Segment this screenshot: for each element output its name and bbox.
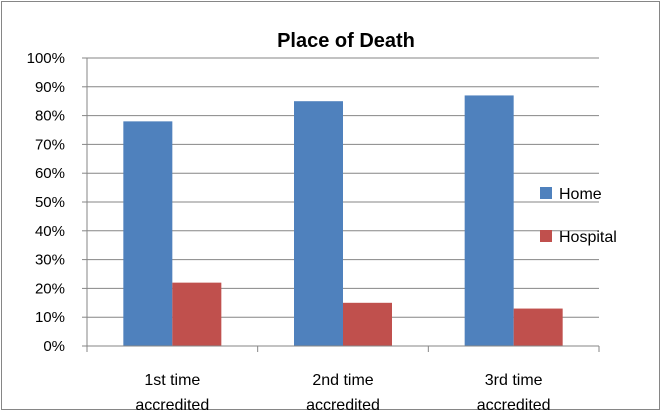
legend-label-hospital: Hospital xyxy=(559,229,617,246)
bar-home-1 xyxy=(123,121,173,346)
legend: Home Hospital xyxy=(540,186,617,246)
y-tick-label: 30% xyxy=(35,252,65,269)
axes xyxy=(86,58,600,352)
y-tick-label: 70% xyxy=(35,136,65,153)
y-tick-label: 100% xyxy=(27,50,65,67)
x-category-label: 2nd time xyxy=(312,372,373,389)
legend-label-home: Home xyxy=(559,186,602,203)
y-tick-label: 40% xyxy=(35,223,65,240)
x-category-label: accredited xyxy=(306,397,380,412)
bar-hospital-1 xyxy=(172,282,222,346)
bar-hospital-3 xyxy=(513,308,563,346)
x-category-label: 1st time xyxy=(144,372,200,389)
y-axis-ticks: 0% 10% 20% 30% 40% 50% 60% 70% 80% 90% 100% xyxy=(27,50,87,355)
legend-swatch-hospital xyxy=(540,230,552,242)
y-tick-label: 90% xyxy=(35,79,65,96)
y-tick-label: 60% xyxy=(35,165,65,182)
x-category-label: accredited xyxy=(477,397,551,412)
y-tick-label: 20% xyxy=(35,280,65,297)
bar-home-3 xyxy=(464,95,514,346)
chart-title: Place of Death xyxy=(277,30,415,52)
legend-swatch-home xyxy=(540,187,552,199)
y-tick-label: 10% xyxy=(35,309,65,326)
y-tick-label: 80% xyxy=(35,108,65,125)
y-tick-label: 0% xyxy=(43,338,65,355)
bars xyxy=(123,95,563,346)
bar-home-2 xyxy=(294,101,343,346)
x-category-label: 3rd time xyxy=(485,372,543,389)
x-category-label: accredited xyxy=(135,397,209,412)
y-tick-label: 50% xyxy=(35,194,65,211)
bar-hospital-2 xyxy=(343,302,392,346)
x-axis-labels: 1st time accredited 2nd time accredited 3rd … xyxy=(135,372,550,412)
